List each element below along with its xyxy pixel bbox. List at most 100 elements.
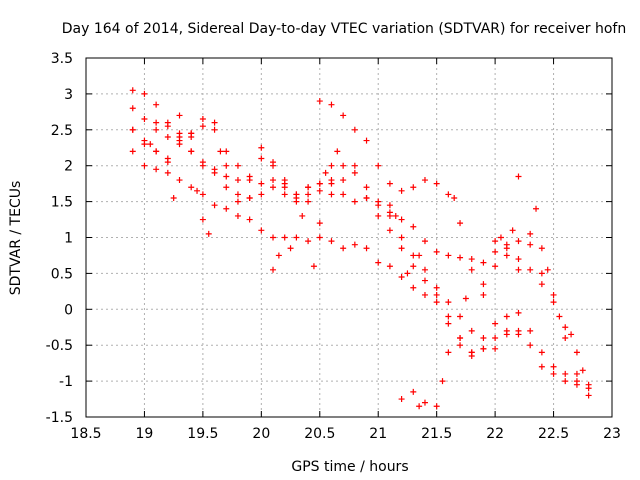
data-point: [363, 184, 370, 191]
data-point: [468, 349, 475, 356]
data-point: [316, 187, 323, 194]
data-point: [433, 299, 440, 306]
data-point: [538, 349, 545, 356]
data-point: [457, 342, 464, 349]
data-point: [562, 335, 569, 342]
data-point: [164, 133, 171, 140]
data-point: [445, 252, 452, 259]
data-point: [527, 327, 534, 334]
data-point: [211, 119, 218, 126]
x-tick-label: 18.5: [70, 426, 101, 442]
data-point: [199, 191, 206, 198]
data-point: [351, 126, 358, 133]
y-tick-label: 2.5: [51, 123, 73, 139]
data-point: [404, 270, 411, 277]
data-point: [246, 216, 253, 223]
data-point: [562, 370, 569, 377]
data-point: [223, 173, 230, 180]
data-point: [433, 248, 440, 255]
y-axis-label: SDTVAR / TECUs: [8, 181, 24, 296]
data-point: [398, 396, 405, 403]
data-point: [509, 227, 516, 234]
data-point: [445, 299, 452, 306]
data-point: [223, 162, 230, 169]
data-point: [234, 191, 241, 198]
x-tick-label: 21: [369, 426, 387, 442]
data-point: [515, 327, 522, 334]
data-point: [538, 270, 545, 277]
data-point: [503, 245, 510, 252]
data-point: [199, 116, 206, 123]
data-point: [299, 212, 306, 219]
data-point: [328, 180, 335, 187]
data-point: [398, 216, 405, 223]
data-point: [439, 378, 446, 385]
data-point: [492, 320, 499, 327]
data-point: [275, 252, 282, 259]
data-point: [480, 259, 487, 266]
data-point: [328, 101, 335, 108]
data-point: [176, 177, 183, 184]
data-point: [503, 252, 510, 259]
data-point: [258, 144, 265, 151]
data-point: [462, 295, 469, 302]
data-point: [351, 198, 358, 205]
data-point: [515, 238, 522, 245]
data-point: [568, 331, 575, 338]
data-point: [527, 342, 534, 349]
data-point: [351, 162, 358, 169]
data-point: [340, 162, 347, 169]
data-point: [533, 205, 540, 212]
data-point: [386, 180, 393, 187]
data-point: [392, 212, 399, 219]
data-point: [164, 169, 171, 176]
data-point: [270, 266, 277, 273]
data-point: [421, 238, 428, 245]
data-point: [363, 195, 370, 202]
data-point: [433, 284, 440, 291]
data-point: [176, 137, 183, 144]
x-axis-label: GPS time / hours: [291, 459, 408, 475]
data-point: [340, 191, 347, 198]
data-point: [363, 137, 370, 144]
data-point: [573, 349, 580, 356]
data-point: [153, 166, 160, 173]
data-point: [544, 266, 551, 273]
data-point: [234, 177, 241, 184]
data-point: [398, 234, 405, 241]
data-point: [433, 291, 440, 298]
data-point: [305, 238, 312, 245]
data-point: [147, 141, 154, 148]
y-tick-label: 0.5: [51, 266, 73, 282]
data-point: [258, 191, 265, 198]
data-point: [199, 162, 206, 169]
data-point: [585, 381, 592, 388]
data-point: [153, 119, 160, 126]
data-point: [421, 266, 428, 273]
data-point: [322, 169, 329, 176]
data-point: [281, 180, 288, 187]
grid-lines: [86, 58, 612, 417]
data-point: [211, 166, 218, 173]
data-point: [457, 313, 464, 320]
data-point: [164, 123, 171, 130]
data-point: [550, 291, 557, 298]
data-point: [457, 220, 464, 227]
x-tick-label: 22.5: [538, 426, 569, 442]
data-point: [223, 205, 230, 212]
data-point: [340, 245, 347, 252]
data-point: [480, 345, 487, 352]
y-tick-label: -1.5: [46, 410, 73, 426]
y-tick-label: -0.5: [46, 338, 73, 354]
data-point: [270, 177, 277, 184]
data-point: [410, 184, 417, 191]
data-point: [562, 378, 569, 385]
data-point: [410, 284, 417, 291]
data-point: [421, 399, 428, 406]
data-point: [386, 209, 393, 216]
data-points: [129, 87, 592, 410]
data-point: [188, 130, 195, 137]
data-point: [433, 180, 440, 187]
plot-frame: [85, 57, 613, 418]
data-point: [164, 159, 171, 166]
